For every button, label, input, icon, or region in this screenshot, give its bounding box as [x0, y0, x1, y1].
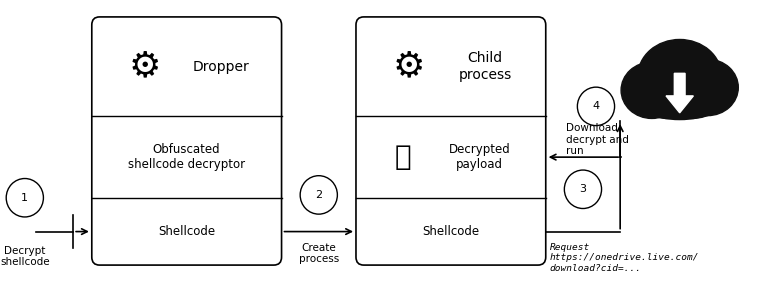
Text: ⚙: ⚙: [128, 50, 161, 83]
Text: 3: 3: [580, 184, 587, 194]
Text: 2: 2: [315, 190, 322, 200]
FancyArrow shape: [666, 73, 694, 113]
Text: Download,
decrypt and
run: Download, decrypt and run: [566, 123, 629, 157]
Text: Decrypt
shellcode: Decrypt shellcode: [0, 246, 50, 267]
Text: 4: 4: [592, 101, 600, 111]
Ellipse shape: [654, 68, 727, 118]
Text: Child
process: Child process: [458, 51, 511, 82]
Text: 1: 1: [22, 193, 28, 203]
FancyBboxPatch shape: [356, 17, 546, 265]
Text: Request
https://onedrive.live.com/
download?cid=...: Request https://onedrive.live.com/ downl…: [550, 243, 699, 273]
Text: Obfuscated
shellcode decryptor: Obfuscated shellcode decryptor: [128, 143, 245, 171]
Ellipse shape: [621, 62, 683, 118]
Text: Dropper: Dropper: [192, 60, 249, 74]
Text: 🐛: 🐛: [395, 143, 411, 171]
Ellipse shape: [677, 59, 738, 116]
Text: Shellcode: Shellcode: [158, 225, 215, 238]
Ellipse shape: [638, 39, 721, 113]
Ellipse shape: [632, 68, 705, 118]
Text: ⚙: ⚙: [393, 50, 425, 83]
Text: Decrypted
payload: Decrypted payload: [448, 143, 510, 171]
Text: Create
process: Create process: [298, 243, 339, 265]
Text: Shellcode: Shellcode: [422, 225, 479, 238]
FancyBboxPatch shape: [92, 17, 281, 265]
Ellipse shape: [632, 72, 727, 120]
